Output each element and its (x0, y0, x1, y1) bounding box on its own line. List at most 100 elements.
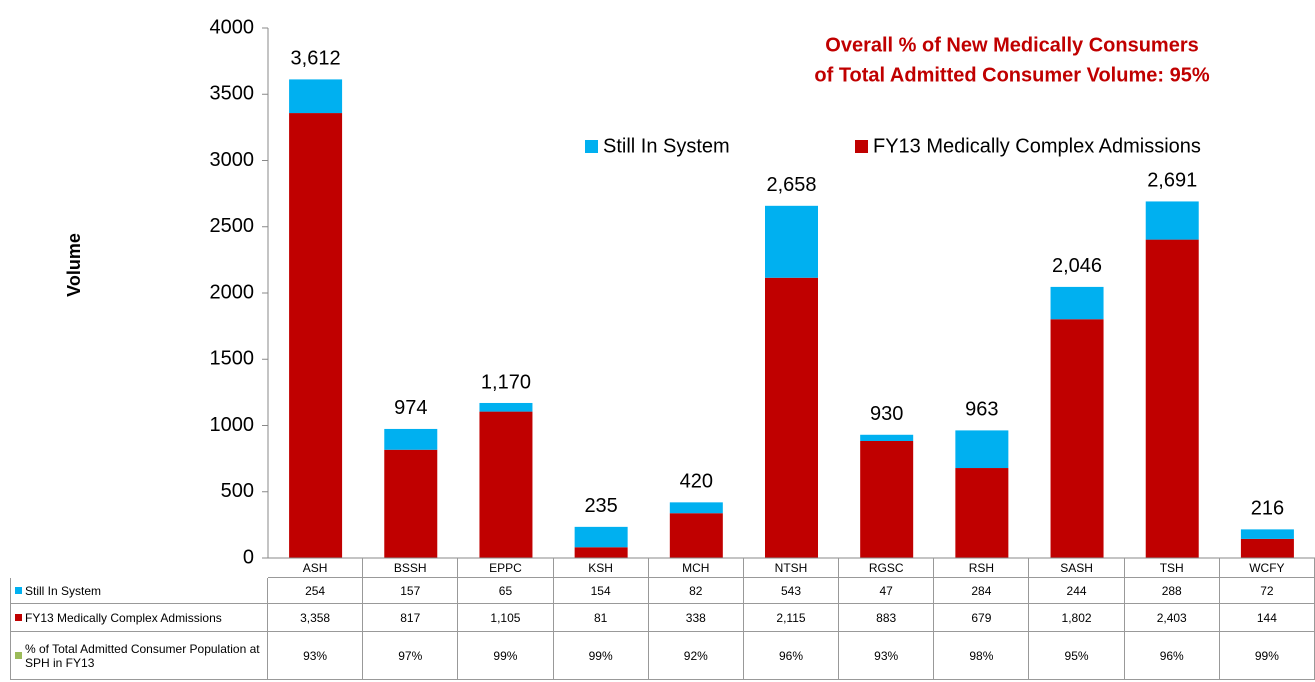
cell-text: 96% (778, 648, 803, 663)
bar-segment (384, 449, 438, 558)
x-tick-label: RGSC (839, 558, 935, 578)
bar-segment (289, 113, 343, 558)
y-tick-label: 0 (243, 546, 254, 568)
total-label: 420 (680, 471, 713, 493)
cell-text: MCH (682, 560, 710, 575)
table-cell: 817 (363, 604, 459, 632)
cell-text: EPPC (489, 560, 522, 575)
cell-text: 679 (971, 610, 992, 625)
bar-segment (1050, 286, 1104, 320)
bar-segment (860, 434, 914, 442)
y-tick-label: 1500 (210, 348, 255, 370)
y-axis-label: Volume (64, 233, 84, 297)
bar-segment (574, 547, 628, 558)
table-cell: 244 (1029, 578, 1125, 604)
cell-text: 99% (493, 648, 518, 663)
x-tick-label: MCH (648, 558, 744, 578)
chart-title: of Total Admitted Consumer Volume: 95% (814, 64, 1209, 86)
table-cell: 3,358 (268, 604, 364, 632)
table-cell: 97% (363, 632, 459, 680)
bar-segment (1145, 239, 1199, 559)
total-label: 216 (1251, 498, 1284, 520)
table-cell: 883 (839, 604, 935, 632)
y-tick-label: 3000 (210, 149, 255, 171)
x-tick-label: SASH (1029, 558, 1125, 578)
bar-segment (384, 428, 438, 450)
x-tick-label: ASH (268, 558, 364, 578)
table-cell: 98% (934, 632, 1030, 680)
blank (10, 558, 268, 578)
table-cell: 99% (1219, 632, 1315, 680)
legend-label: FY13 Medically Complex Admissions (873, 135, 1201, 157)
table-cell: 72 (1219, 578, 1315, 604)
x-tick-label: WCFY (1219, 558, 1315, 578)
cell-text: 65 (498, 583, 513, 598)
y-tick-label: 500 (221, 480, 254, 502)
table-cell: 144 (1219, 604, 1315, 632)
x-tick-label: RSH (934, 558, 1030, 578)
total-label: 235 (584, 495, 617, 517)
cell-text: KSH (588, 560, 613, 575)
cell-text: 2,403 (1156, 610, 1187, 625)
y-tick-label: 1000 (210, 414, 255, 436)
legend-key (15, 587, 22, 594)
bar-segment (955, 430, 1009, 469)
cell-text: 1,802 (1061, 610, 1092, 625)
bar-segment (1050, 319, 1104, 558)
cell-text: 47 (879, 583, 893, 598)
cell-text: ASH (302, 560, 328, 575)
legend-key (585, 140, 598, 153)
cell-text: 96% (1159, 648, 1184, 663)
x-tick-label: EPPC (458, 558, 554, 578)
bar-segment (669, 502, 723, 514)
cell-text: 99% (1254, 648, 1279, 663)
table-cell: 543 (743, 578, 840, 604)
total-label: 3,612 (291, 48, 341, 70)
cell-text: RGSC (868, 560, 904, 575)
bar-segment (1240, 529, 1294, 539)
cell-text: 157 (400, 583, 421, 598)
table-cell: 96% (743, 632, 840, 680)
total-label: 2,046 (1052, 255, 1102, 277)
table-cell: 338 (648, 604, 744, 632)
cell-text: WCFY (1249, 560, 1285, 575)
table-cell: 1,105 (458, 604, 554, 632)
bar-segment (479, 411, 533, 558)
data-table: ASH BSSH EPPC KSH MCH NTSH RGSC RSH SASH TSH WCFY S… (10, 558, 1315, 680)
table-cell: 65 (458, 578, 554, 604)
cell-text: 244 (1066, 583, 1087, 598)
cell-text: 1,105 (490, 610, 521, 625)
legend-label: Still In System (603, 135, 730, 157)
table-cell: 2,115 (743, 604, 840, 632)
bar-segment (955, 468, 1009, 558)
bar-segment (1240, 538, 1294, 558)
bar-segment (479, 402, 533, 412)
cell-text: 338 (685, 610, 706, 625)
x-tick-label: BSSH (363, 558, 459, 578)
bar-segment (860, 441, 914, 558)
cell-text: 81 (593, 610, 608, 625)
table-cell: 2,403 (1124, 604, 1220, 632)
table-cell: 95% (1029, 632, 1125, 680)
cell-text: 3,358 (300, 610, 331, 625)
y-tick-label: 2500 (210, 215, 255, 237)
table-cell: 93% (268, 632, 364, 680)
table-cell: 254 (268, 578, 364, 604)
cell-text: 99% (588, 648, 613, 663)
table-cell: 99% (458, 632, 554, 680)
y-tick-label: 3500 (210, 83, 255, 105)
bar-segment (574, 526, 628, 548)
x-tick-label: KSH (553, 558, 649, 578)
legend-key (15, 614, 22, 621)
total-label: 2,691 (1147, 170, 1197, 192)
table-cell: 47 (839, 578, 935, 604)
table-cell: 99% (553, 632, 649, 680)
total-label: 963 (965, 399, 998, 421)
cell-text: 72 (1260, 583, 1274, 598)
cell-text: NTSH (774, 560, 808, 575)
cell-text: 2,115 (776, 610, 806, 625)
cell-text: 883 (876, 610, 897, 625)
row-header: Still In System (10, 578, 268, 604)
table-cell: 96% (1124, 632, 1220, 680)
cell-text: 97% (398, 648, 423, 663)
